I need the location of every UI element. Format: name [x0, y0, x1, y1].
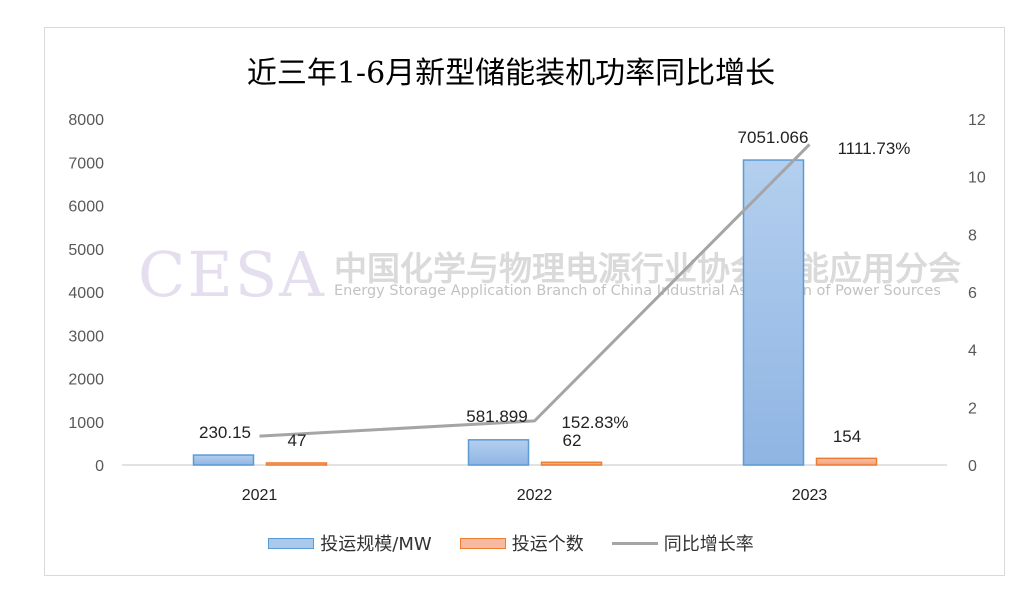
- bar-scale: [467, 439, 530, 466]
- y2-tick-label: 0: [968, 458, 977, 475]
- data-label-count: 154: [833, 427, 861, 446]
- y2-tick-label: 10: [968, 170, 986, 187]
- y-tick-label: 3000: [68, 328, 104, 345]
- data-label-count: 62: [563, 431, 582, 450]
- growth-line: [259, 143, 811, 438]
- bar-count: [540, 461, 603, 466]
- legend-swatch-growth: [611, 541, 658, 545]
- y2-tick-label: 8: [968, 227, 977, 244]
- chart-title: 近三年1-6月新型储能装机功率同比增长: [246, 56, 776, 91]
- legend-label-scale: 投运规模/MW: [320, 534, 432, 555]
- bar-count: [265, 462, 328, 466]
- legend-swatch-count: [459, 537, 506, 549]
- data-label-growth: 1111.73%: [838, 139, 911, 158]
- chart-frame: [44, 27, 1005, 576]
- data-label-count: 47: [288, 431, 307, 450]
- bar-scale: [192, 454, 255, 466]
- legend-item-scale: 投运规模/MW: [268, 530, 432, 556]
- legend-item-growth: 同比增长率: [611, 530, 754, 556]
- y-tick-label: 8000: [68, 112, 104, 129]
- y-tick-label: 6000: [68, 199, 104, 216]
- bar-scale: [742, 159, 805, 466]
- y2-tick-label: 12: [968, 112, 986, 129]
- legend-swatch-scale: [268, 537, 315, 549]
- legend-item-count: 投运个数: [459, 530, 584, 556]
- legend: 投运规模/MW 投运个数 同比增长率: [0, 530, 1022, 556]
- y-tick-label: 2000: [68, 372, 104, 389]
- y-tick-label: 0: [95, 458, 104, 475]
- y2-tick-label: 2: [968, 400, 977, 417]
- legend-label-growth: 同比增长率: [663, 534, 754, 555]
- data-label-growth: 152.83%: [561, 413, 628, 432]
- y-tick-label: 5000: [68, 242, 104, 259]
- x-tick-label: 2021: [242, 487, 278, 504]
- y2-tick-label: 4: [968, 343, 977, 360]
- y-tick-label: 7000: [68, 155, 104, 172]
- data-label-scale: 7051.066: [738, 128, 809, 147]
- y-tick-label: 4000: [68, 285, 104, 302]
- y-tick-label: 1000: [68, 415, 104, 432]
- legend-label-count: 投运个数: [511, 534, 584, 555]
- data-label-scale: 581.899: [466, 407, 527, 426]
- x-tick-label: 2023: [792, 487, 828, 504]
- y2-tick-label: 6: [968, 285, 977, 302]
- bar-count: [815, 457, 878, 466]
- data-label-scale: 230.15: [199, 423, 251, 442]
- x-tick-label: 2022: [517, 487, 553, 504]
